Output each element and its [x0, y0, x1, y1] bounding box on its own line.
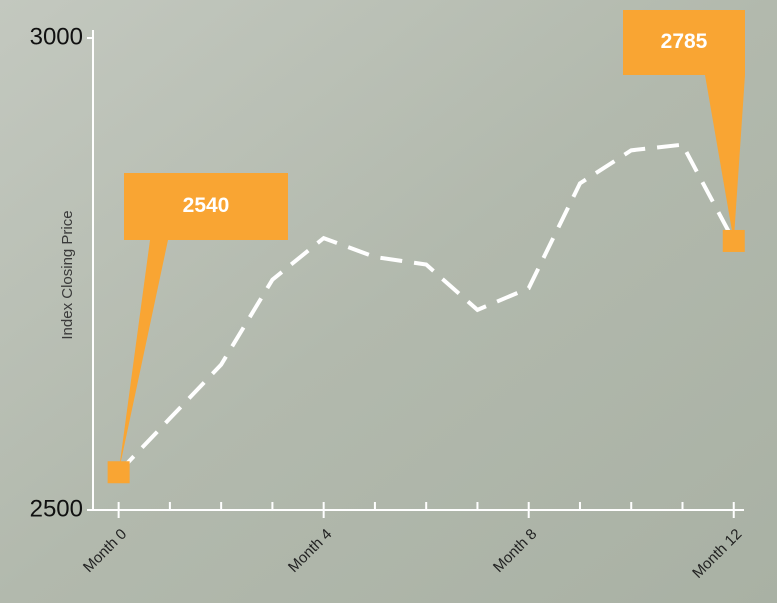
callout-label: 2540 [183, 194, 230, 217]
y-axis-label: Index Closing Price [59, 210, 76, 339]
page: {"chart_data": { "type": "line", "y_labe… [0, 0, 777, 603]
chart: Index Closing Price 25003000Month 0Month… [0, 0, 777, 603]
y-tick-label: 2500 [30, 495, 83, 522]
background [0, 0, 777, 603]
point-marker [108, 461, 130, 483]
point-marker [723, 230, 745, 252]
callout-label: 2785 [661, 30, 708, 53]
y-tick-label: 3000 [30, 23, 83, 50]
